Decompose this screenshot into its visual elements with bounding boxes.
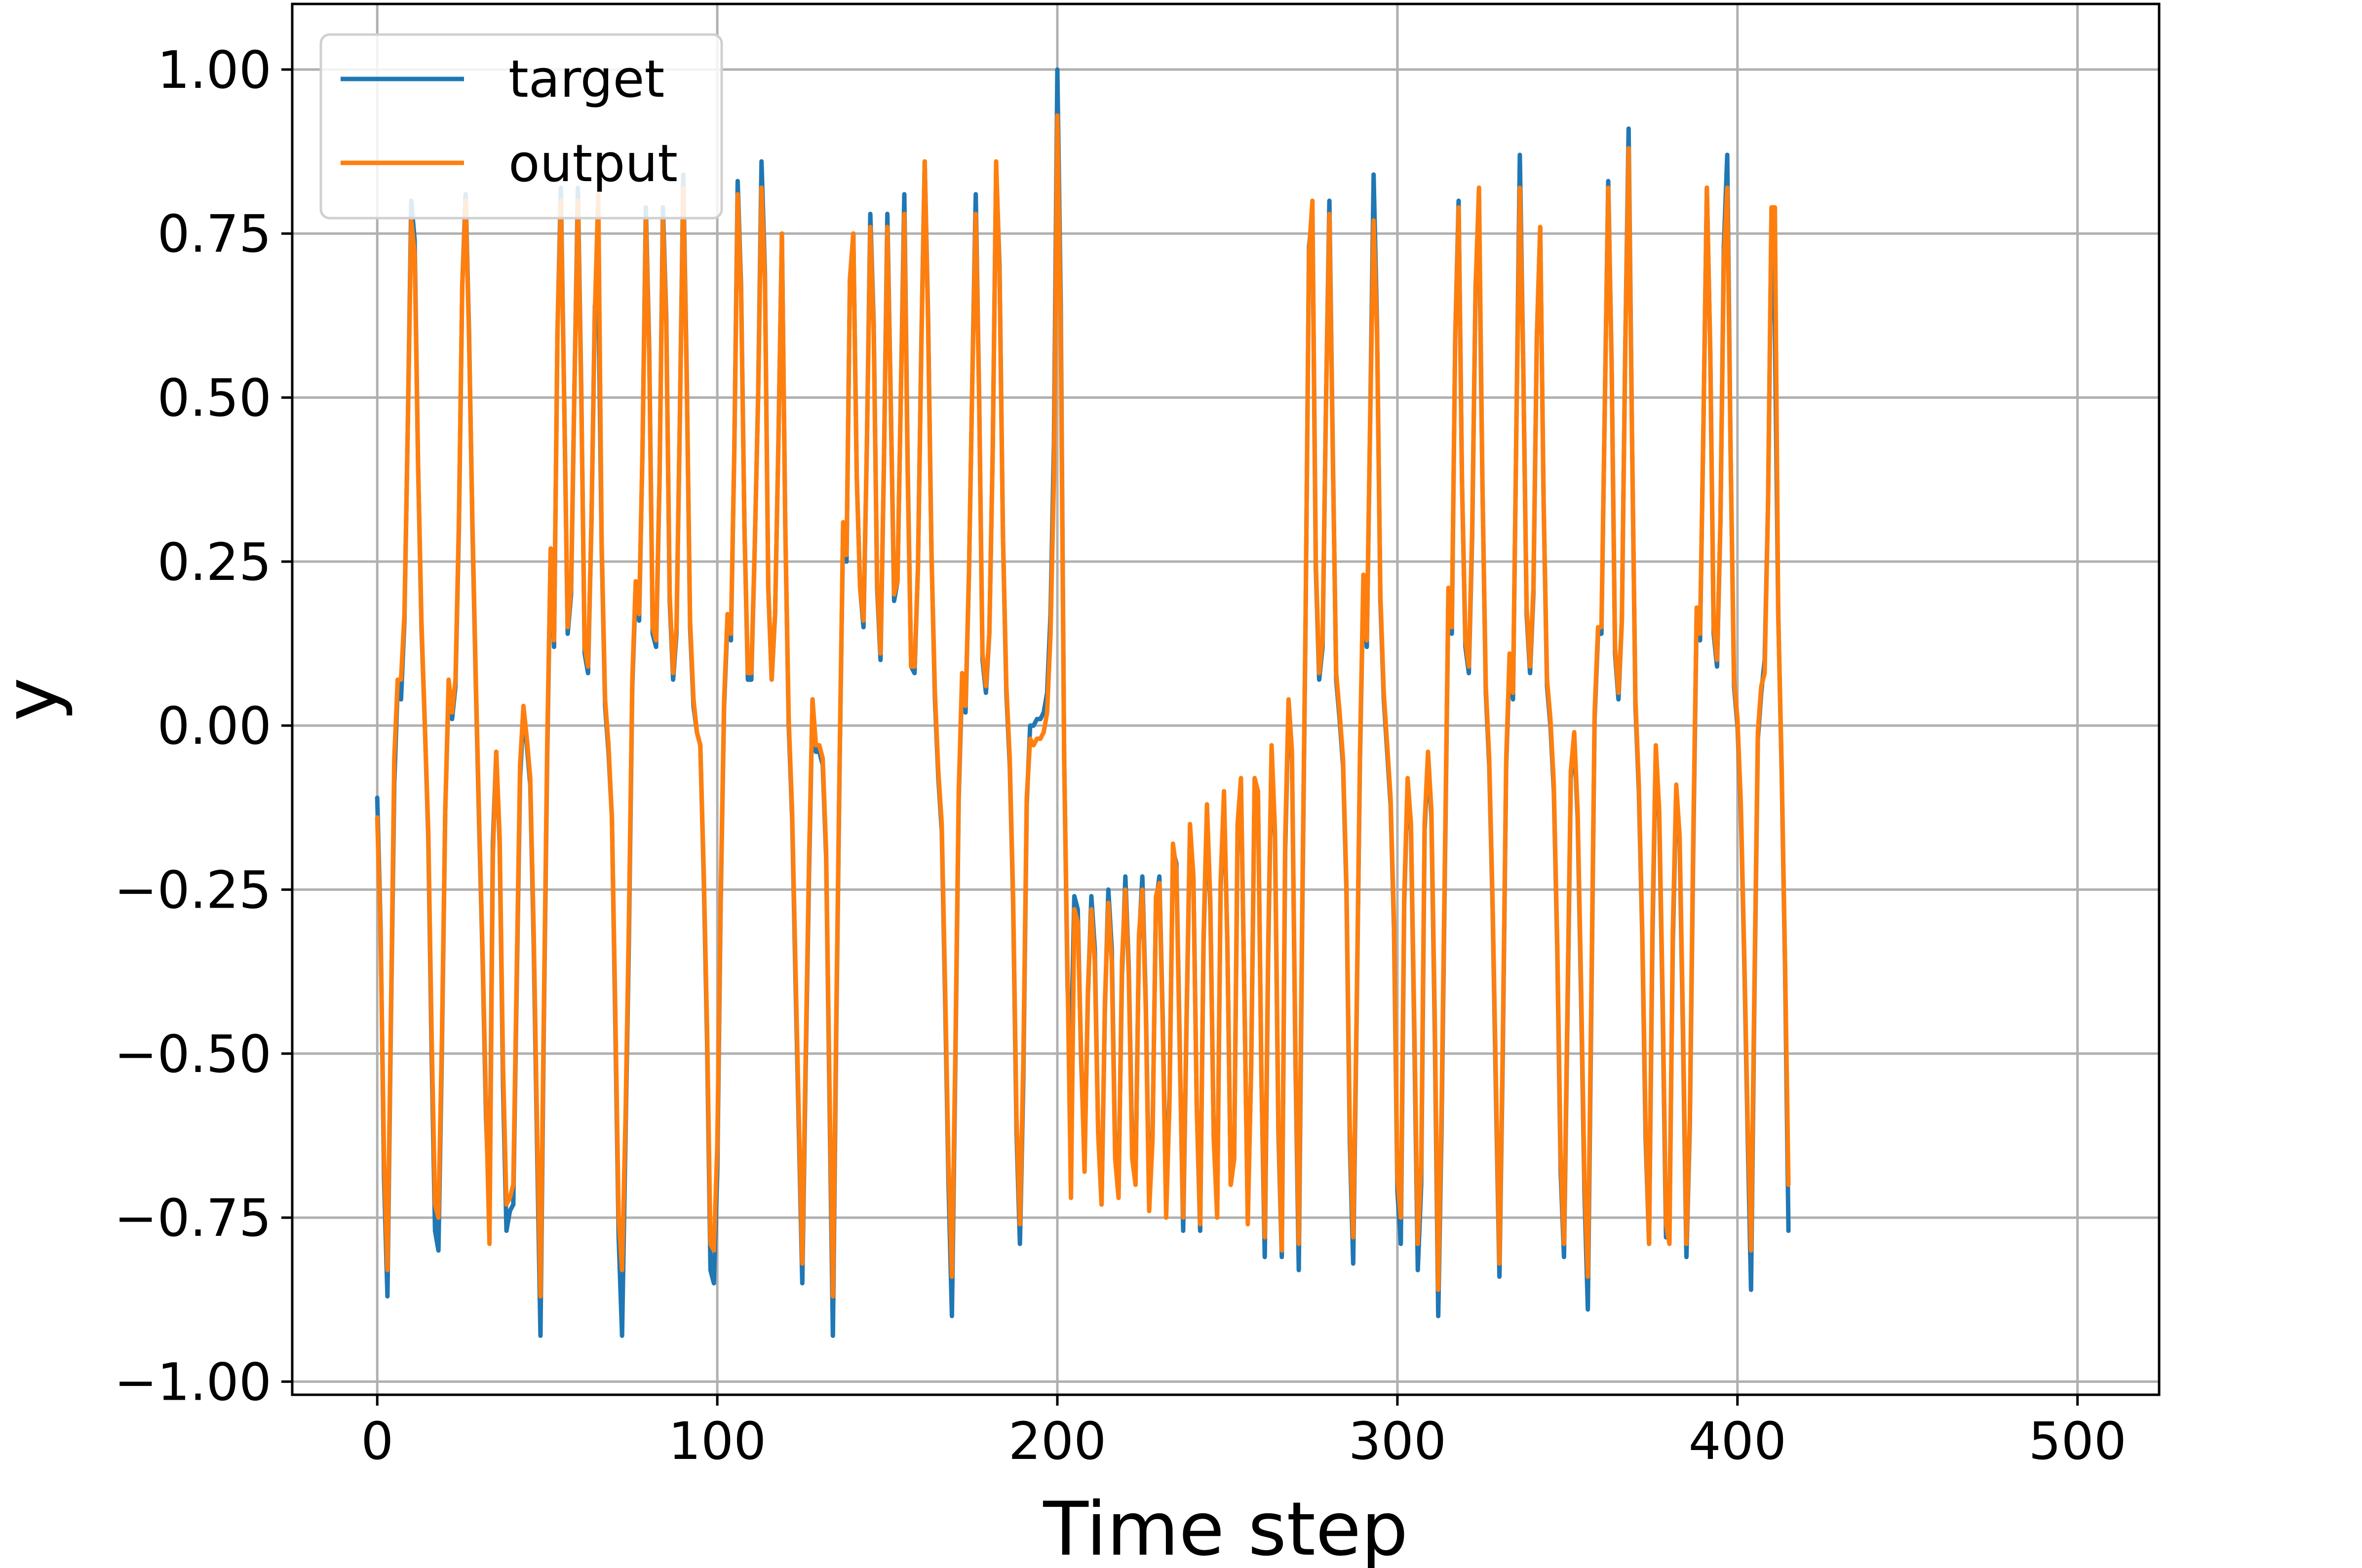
y-axis-label: y <box>0 678 75 722</box>
x-axis-label: Time step <box>1043 1487 1408 1568</box>
y-tick-label: 0.25 <box>157 532 271 592</box>
y-tick-label: −0.25 <box>114 860 271 920</box>
legend-label-target: target <box>508 49 664 109</box>
y-tick-label: 0.50 <box>157 368 271 428</box>
legend-label-output: output <box>508 133 678 193</box>
y-tick-label: −0.75 <box>114 1188 271 1248</box>
y-tick-label: 0.00 <box>157 696 271 756</box>
series-lines <box>375 67 1791 1338</box>
y-tick-label: 1.00 <box>157 40 271 100</box>
x-tick-label: 200 <box>1008 1411 1107 1471</box>
y-tick-label: −0.50 <box>114 1024 271 1084</box>
plot-frame <box>291 2 2161 1396</box>
legend: target output <box>319 33 723 220</box>
y-tick-label: −1.00 <box>114 1352 271 1412</box>
x-axis-ticks: 0 100 200 300 400 500 <box>361 1395 2127 1471</box>
y-axis-ticks: 1.00 0.75 0.50 0.25 0.00 −0.25 −0.50 −0.75 −1.00 <box>114 40 292 1412</box>
x-tick-label: 300 <box>1349 1411 1447 1471</box>
x-tick-label: 0 <box>361 1411 393 1471</box>
series-line-output <box>375 113 1791 1299</box>
x-tick-label: 100 <box>668 1411 767 1471</box>
y-tick-label: 0.75 <box>157 204 271 264</box>
x-tick-label: 500 <box>2028 1411 2127 1471</box>
x-tick-label: 400 <box>1689 1411 1787 1471</box>
